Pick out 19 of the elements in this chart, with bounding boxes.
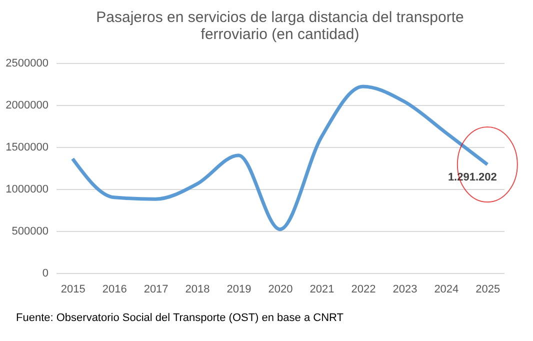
y-tick-label: 1500000: [6, 142, 48, 154]
source-note: Fuente: Observatorio Social del Transporte (OST) en base a CNRT: [16, 312, 344, 324]
y-tick-label: 500000: [12, 226, 48, 238]
x-tick-label: 2017: [144, 284, 168, 296]
x-tick-label: 2022: [351, 284, 376, 296]
x-tick-label: 2024: [434, 284, 459, 296]
chart-title: Pasajeros en servicios de larga distancia del transporte ferroviario (en cantidad): [96, 9, 464, 43]
y-tick-label: 2500000: [6, 58, 48, 70]
x-tick-label: 2016: [102, 284, 127, 296]
x-tick-label: 2018: [185, 284, 210, 296]
y-tick-label: 1000000: [6, 184, 48, 196]
x-tick-label: 2023: [392, 284, 418, 296]
x-tick-label: 2019: [226, 284, 252, 296]
x-tick-label: 2021: [310, 284, 334, 296]
y-tick-label: 2000000: [6, 100, 48, 112]
y-tick-label: 0: [42, 268, 48, 280]
x-tick-label: 2020: [268, 284, 293, 296]
x-tick-label: 2015: [60, 284, 86, 296]
x-tick-label: 2025: [476, 284, 500, 296]
